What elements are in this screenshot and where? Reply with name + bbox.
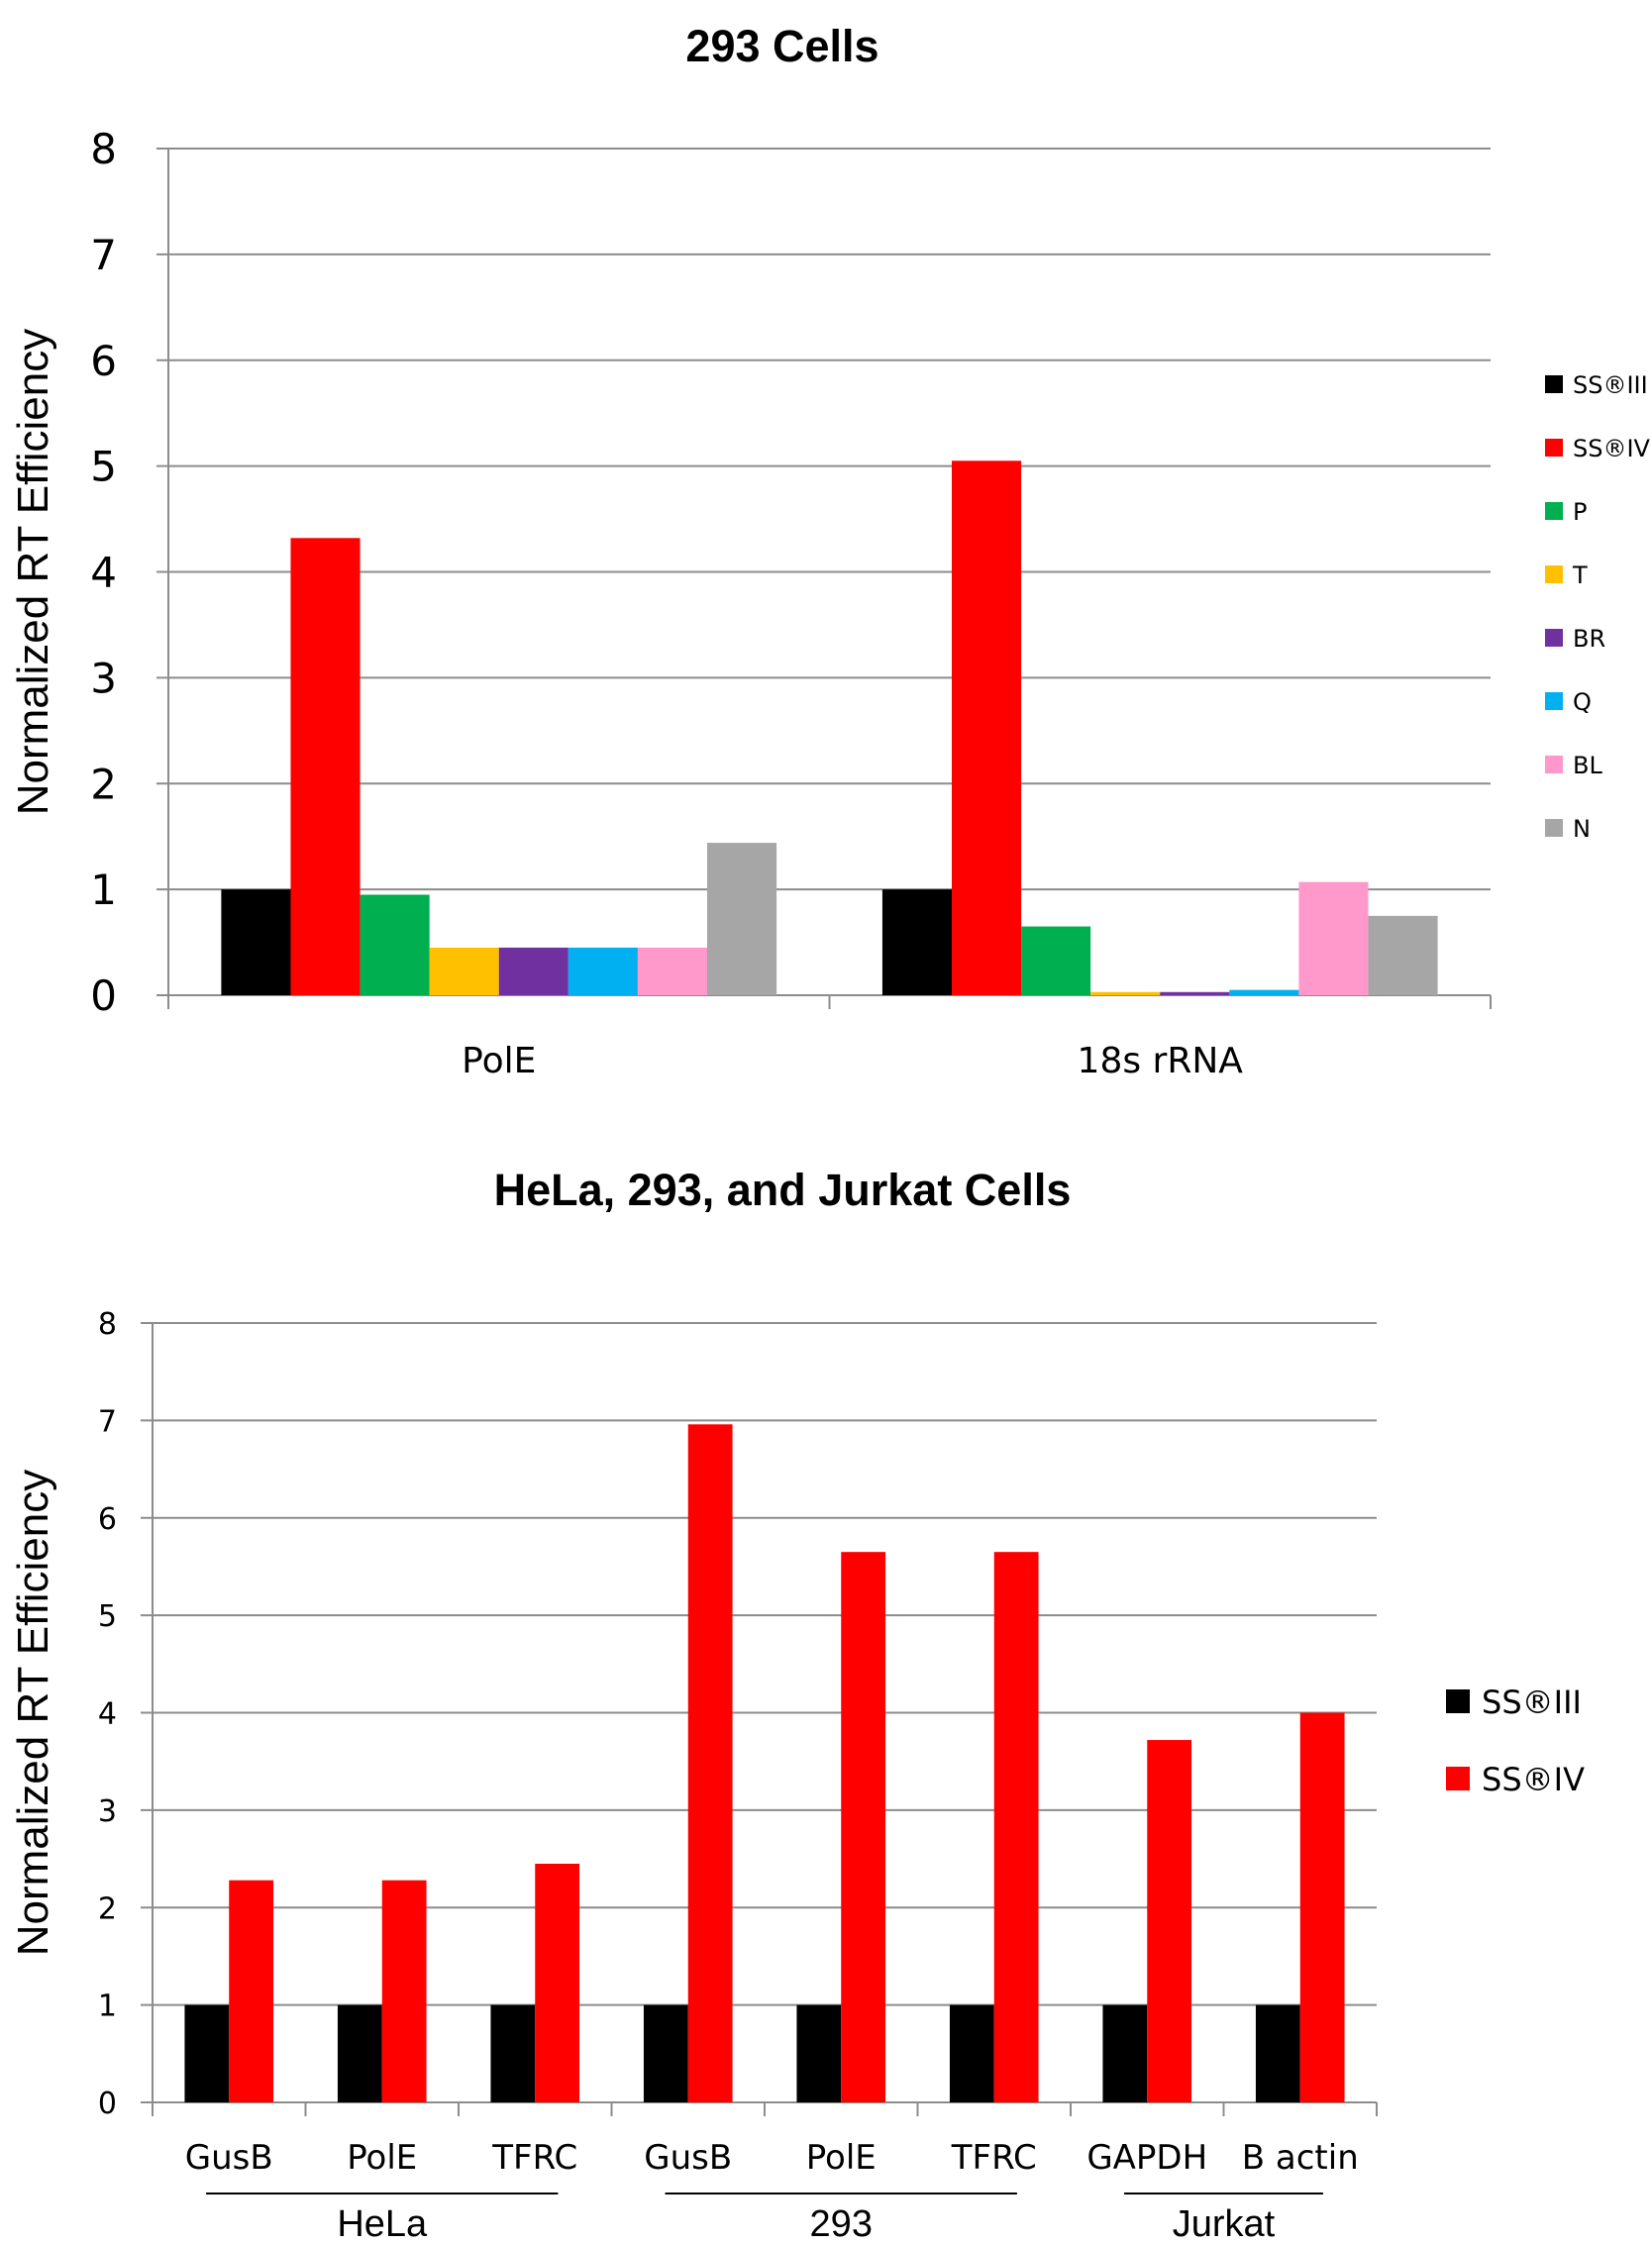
y-tick-label: 5 [90,443,117,491]
legend-swatch [1545,502,1563,520]
bar-p-0 [360,894,430,995]
bar-ssiv-1 [951,460,1022,995]
y-tick-label: 1 [90,866,117,914]
y-tick-label: 4 [98,1697,117,1732]
y-tick-label: 8 [90,125,117,173]
legend-swatch [1446,1689,1470,1713]
bar-q-1 [1229,989,1299,995]
bar-br-0 [498,947,568,995]
x-category-label: GusB [644,2138,732,2178]
bar-ssiv-1 [381,1880,427,2102]
bar-ssiv-3 [687,1424,733,2102]
bar-br-1 [1160,991,1230,995]
y-tick-label: 8 [98,1307,117,1342]
legend-swatch [1545,375,1563,393]
bar-q-0 [568,947,638,995]
y-tick-label: 7 [98,1404,117,1439]
chart-svg: 293 Cells Normalized RT Efficiency 0 1 2 3 4 5 6… [9,21,1651,1081]
bar-ssiii-0 [184,2004,230,2102]
bar-ssiii-7 [1255,2004,1300,2102]
y-tick-label: 0 [98,2087,117,2121]
bar-ssiv-0 [290,538,361,995]
bar-n-1 [1368,915,1438,995]
x-category-label: 18s rRNA [1078,1041,1244,1081]
bar-bl-1 [1298,881,1369,995]
bar-ssiii-1 [337,2004,382,2102]
legend-swatch [1545,756,1563,773]
bar-ssiv-7 [1299,1712,1345,2102]
y-tick-label: 3 [98,1794,117,1829]
legend-label: SS®III [1482,1684,1582,1721]
x-category-label: PolE [806,2138,877,2178]
chart-293-cells: 293 Cells Normalized RT Efficiency 0 1 2 3 4 5 6… [9,21,1651,1081]
chart-title: HeLa, 293, and Jurkat Cells [494,1165,1072,1215]
bar-ssiii-6 [1102,2004,1148,2102]
x-category-label: TFRC [951,2138,1037,2178]
legend-label: P [1573,498,1587,526]
y-tick-label: 6 [90,337,117,385]
bar-ssiv-6 [1147,1740,1192,2102]
chart-hela-293-jurkat-cells: HeLa, 293, and Jurkat Cells Normalized RT… [0,1149,1652,2245]
bar-ssiii-0 [221,889,291,995]
y-tick-label: 7 [90,231,117,279]
bar-ssiv-0 [229,1880,274,2102]
legend-label: SS®IV [1482,1761,1585,1798]
x-category-label: PolE [347,2138,417,2178]
legend-swatch [1545,439,1563,457]
legend-label: SS®III [1573,371,1648,399]
legend-label: N [1573,815,1591,843]
y-axis-label: Normalized RT Efficiency [9,329,57,816]
x-category-label: GusB [185,2138,273,2178]
group-label: 293 [810,2203,873,2245]
bar-ssiii-3 [643,2004,688,2102]
y-axis-label: Normalized RT Efficiency [9,1470,57,1957]
bar-ssiii-4 [796,2004,842,2102]
chart-svg: HeLa, 293, and Jurkat Cells Normalized RT… [9,1165,1585,2245]
legend-label: Q [1573,688,1592,716]
bar-n-0 [707,843,777,995]
bar-bl-0 [637,947,708,995]
bar-ssiv-4 [841,1552,886,2102]
x-category-label: PolE [462,1041,536,1081]
x-category-label: B actin [1242,2138,1359,2178]
x-category-label: GAPDH [1086,2138,1207,2178]
legend-swatch [1545,819,1563,837]
bar-t-1 [1090,991,1161,995]
legend-swatch [1545,565,1563,583]
bar-t-0 [429,947,499,995]
chart-title: 293 Cells [685,21,878,71]
bar-p-1 [1021,926,1091,995]
y-tick-label: 2 [90,760,117,808]
legend-swatch [1446,1767,1470,1790]
group-label: HeLa [337,2203,428,2245]
bar-ssiii-1 [881,889,952,995]
y-tick-label: 4 [90,549,117,597]
bar-ssiv-5 [993,1552,1039,2102]
bar-ssiii-2 [490,2004,536,2102]
legend-label: SS®IV [1573,435,1651,462]
bar-ssiv-2 [535,1863,580,2102]
y-tick-label: 1 [98,1990,117,2024]
y-tick-label: 5 [98,1599,117,1634]
group-label: Jurkat [1173,2203,1276,2245]
y-tick-label: 3 [90,654,117,702]
y-tick-label: 0 [90,971,117,1020]
legend-swatch [1545,692,1563,710]
legend-label: BR [1573,625,1605,653]
y-tick-label: 6 [98,1502,117,1537]
legend-label: T [1572,561,1588,589]
x-category-label: TFRC [491,2138,577,2178]
legend-label: BL [1573,752,1602,779]
bar-ssiii-5 [949,2004,994,2102]
y-tick-label: 2 [98,1891,117,1926]
legend-swatch [1545,629,1563,647]
